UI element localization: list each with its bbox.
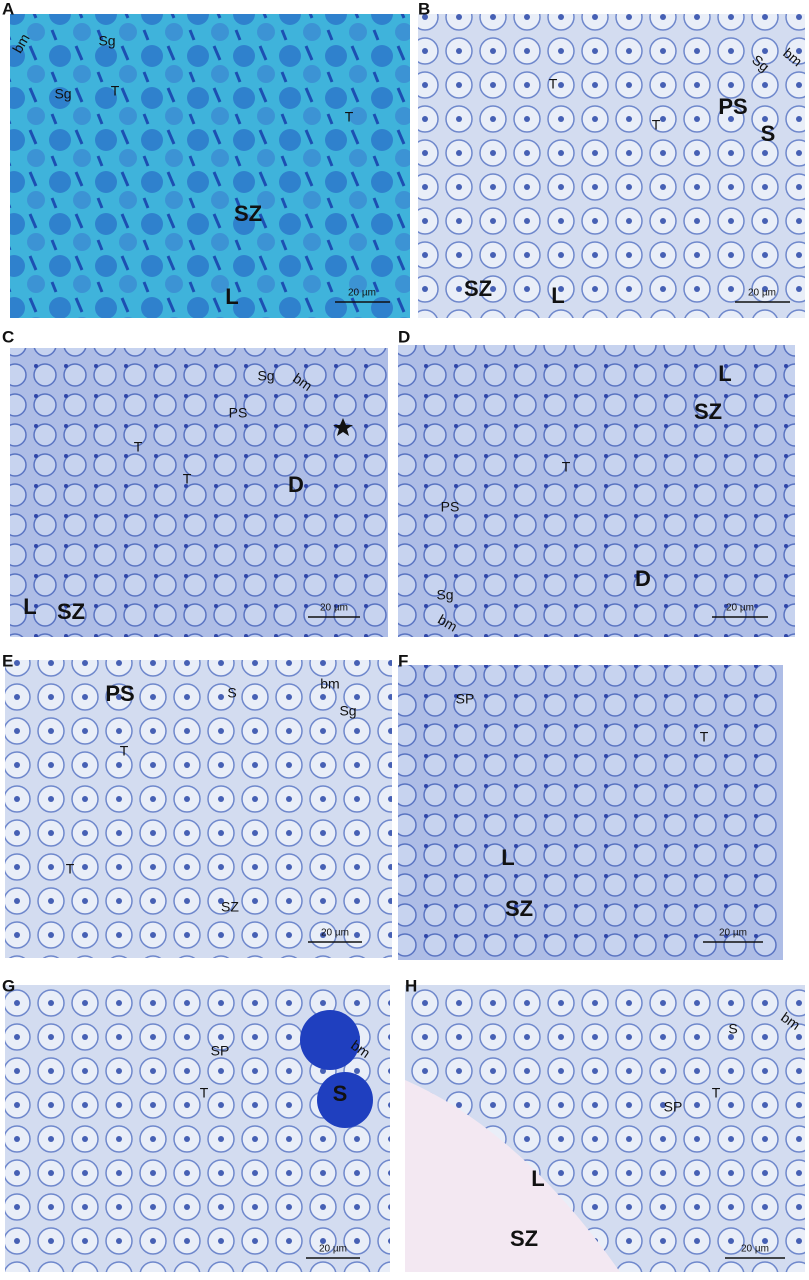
micrograph (398, 345, 795, 637)
label: Sg (54, 86, 71, 102)
label: SZ (57, 599, 85, 624)
label: SZ (464, 276, 492, 301)
label: D (288, 472, 304, 497)
label: SZ (221, 899, 239, 915)
scale-label: 20 µm (726, 603, 754, 614)
label: T (652, 117, 661, 133)
label: L (531, 1166, 544, 1191)
panel-f: F SP T L SZ 20 µm (398, 651, 783, 960)
micrograph (5, 660, 392, 958)
label: T (200, 1085, 209, 1101)
micrograph (10, 348, 388, 637)
scale-label: 20 µm (741, 1244, 769, 1255)
panel-g: G bm SP S T 20 µm (2, 976, 390, 1272)
label: SZ (505, 896, 533, 921)
micrograph (10, 14, 410, 318)
label: T (111, 83, 120, 99)
label: T (712, 1085, 721, 1101)
cell (317, 1072, 373, 1128)
panel-letter: G (2, 976, 15, 995)
label: PS (105, 681, 134, 706)
label: bm (320, 676, 339, 692)
scale-label: 20 µm (319, 1244, 347, 1255)
panel-b: B T T PS S Sg bm SZ L 20 µm (418, 0, 805, 318)
label: S (728, 1021, 737, 1037)
label: T (66, 861, 75, 877)
label: T (134, 439, 143, 455)
label: SP (211, 1043, 230, 1059)
panel-c: C Sg bm PS T T D L SZ 20 µm (2, 327, 388, 637)
label: L (718, 361, 731, 386)
label: Sg (339, 703, 356, 719)
label: T (183, 471, 192, 487)
scale-label: 20 µm (321, 928, 349, 939)
panel-a: A bm Sg Sg T T SZ L 20 µm (2, 0, 410, 318)
scale-label: 20 µm (320, 603, 348, 614)
label: SP (456, 691, 475, 707)
label: T (120, 743, 129, 759)
label: S (227, 685, 236, 701)
panel-letter: B (418, 0, 430, 18)
label: SZ (510, 1226, 538, 1251)
scale-label: 20 µm (748, 288, 776, 299)
lumen (405, 1080, 620, 1272)
label: L (551, 283, 564, 308)
panel-letter: H (405, 976, 417, 995)
panel-h: H bm S T SP L SZ 20 µm (405, 976, 805, 1272)
micrograph (418, 14, 805, 318)
panel-letter: A (2, 0, 14, 18)
label: SZ (234, 201, 262, 226)
label: S (333, 1081, 348, 1106)
cell (300, 1010, 360, 1070)
label: T (345, 109, 354, 125)
label: L (225, 284, 238, 309)
label: PS (229, 405, 248, 421)
scale-label: 20 µm (348, 288, 376, 299)
panel-e: E PS S bm Sg T T SZ 20 µm (2, 651, 392, 958)
label: SZ (694, 399, 722, 424)
star-marker (333, 418, 353, 436)
label: L (501, 845, 514, 870)
panel-letter: C (2, 327, 14, 346)
panel-letter: D (398, 327, 410, 346)
label: PS (718, 94, 747, 119)
label: Sg (98, 33, 115, 49)
label: D (635, 566, 651, 591)
label: L (23, 594, 36, 619)
panel-letter: E (2, 651, 13, 670)
label: T (700, 729, 709, 745)
label: Sg (257, 368, 274, 384)
scale-label: 20 µm (719, 928, 747, 939)
label: S (761, 121, 776, 146)
panel-d: D L SZ T PS D Sg bm 20 µm (398, 327, 795, 637)
label: T (562, 459, 571, 475)
label: Sg (436, 587, 453, 603)
panel-letter: F (398, 651, 408, 670)
label: PS (441, 499, 460, 515)
label: T (549, 76, 558, 92)
micrograph (398, 665, 783, 960)
label: SP (664, 1099, 683, 1115)
